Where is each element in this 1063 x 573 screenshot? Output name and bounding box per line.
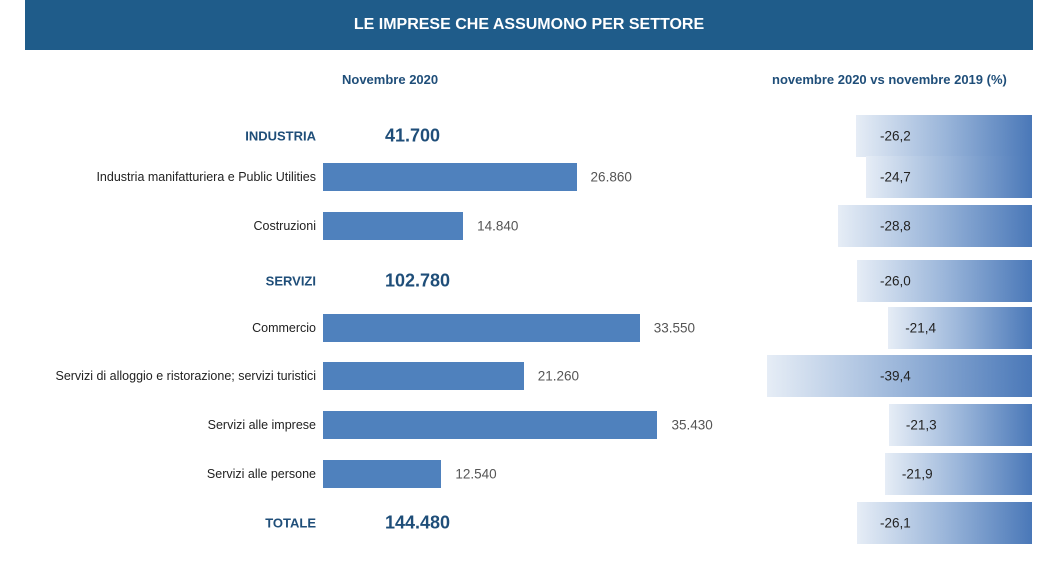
bar [323, 460, 442, 488]
right-column-header: novembre 2020 vs novembre 2019 (%) [772, 72, 1007, 87]
row-label: INDUSTRIA [245, 128, 316, 144]
bar [323, 362, 524, 390]
bar [323, 411, 658, 439]
change-bar [855, 115, 1032, 157]
change-bar [888, 404, 1032, 446]
row-label: Servizi alle imprese [207, 418, 316, 432]
change-value-label: -28,8 [880, 218, 911, 234]
row-label: Commercio [252, 321, 316, 335]
change-value-label: -21,4 [905, 320, 936, 336]
bar-value-label: 26.860 [590, 169, 632, 185]
bar-value-label: 14.840 [477, 218, 519, 234]
change-bar [838, 205, 1032, 247]
change-bar [857, 260, 1032, 302]
row-label: Servizi alle persone [206, 467, 316, 481]
change-bar [866, 156, 1032, 198]
row-label: Costruzioni [253, 219, 316, 233]
change-value-label: -21,9 [901, 466, 933, 482]
change-value-label: -26,0 [880, 273, 911, 289]
change-value-label: -26,1 [880, 515, 911, 531]
row-label: Industria manifatturiera e Public Utilit… [96, 170, 316, 184]
chart-title: LE IMPRESE CHE ASSUMONO PER SETTORE [25, 0, 1033, 50]
bar-value-label: 33.550 [653, 320, 695, 336]
row-label: Servizi di alloggio e ristorazione; serv… [55, 369, 316, 383]
change-value-label: -24,7 [880, 169, 911, 185]
bar [323, 314, 640, 342]
change-bar [888, 307, 1032, 349]
change-value-label: -26,2 [880, 128, 911, 144]
category-total: 41.700 [385, 125, 441, 146]
row-label: TOTALE [265, 515, 316, 531]
bar [323, 212, 464, 240]
change-value-label: -21,3 [905, 417, 937, 433]
bar-value-label: 21.260 [537, 368, 579, 384]
change-value-label: -39,4 [880, 368, 911, 384]
category-total: 144.480 [385, 512, 451, 533]
left-column-header: Novembre 2020 [342, 72, 439, 87]
category-total: 102.780 [385, 270, 451, 291]
change-bar [767, 355, 1032, 397]
bar-value-label: 35.430 [671, 417, 713, 433]
change-bar [856, 502, 1032, 544]
change-bar [884, 453, 1032, 495]
bar-value-label: 12.540 [455, 466, 497, 482]
row-label: SERVIZI [265, 273, 316, 289]
bar [323, 163, 577, 191]
